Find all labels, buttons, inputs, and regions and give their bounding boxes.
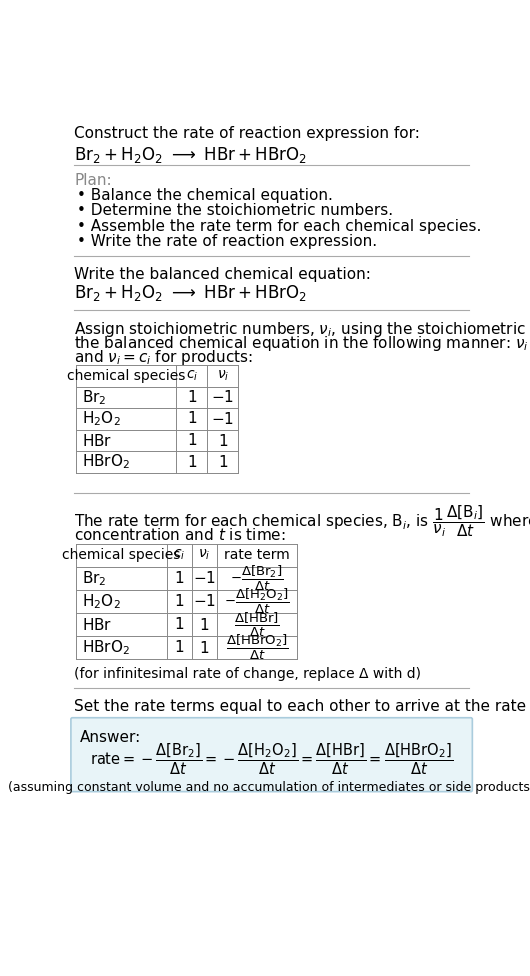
Text: $\nu_i$: $\nu_i$ <box>198 549 210 562</box>
Text: $\nu_i$: $\nu_i$ <box>217 369 229 383</box>
Text: • Determine the stoichiometric numbers.: • Determine the stoichiometric numbers. <box>77 203 393 219</box>
Text: chemical species: chemical species <box>67 369 185 383</box>
Text: $\dfrac{\Delta[\mathrm{HBr}]}{\Delta t}$: $\dfrac{\Delta[\mathrm{HBr}]}{\Delta t}$ <box>234 611 280 638</box>
Text: • Write the rate of reaction expression.: • Write the rate of reaction expression. <box>77 234 377 249</box>
Text: Plan:: Plan: <box>74 173 112 187</box>
Text: $\mathrm{rate} = -\dfrac{\Delta[\mathrm{Br_2}]}{\Delta t} = -\dfrac{\Delta[\math: $\mathrm{rate} = -\dfrac{\Delta[\mathrm{… <box>90 742 453 777</box>
Text: $-1$: $-1$ <box>193 570 216 587</box>
Text: chemical species: chemical species <box>62 549 180 562</box>
Text: Answer:: Answer: <box>80 730 142 745</box>
Text: the balanced chemical equation in the following manner: $\nu_i = -c_i$ for react: the balanced chemical equation in the fo… <box>74 334 530 353</box>
Text: $\mathrm{Br_2 + H_2O_2 \ \longrightarrow \ HBr + HBrO_2}$: $\mathrm{Br_2 + H_2O_2 \ \longrightarrow… <box>74 144 307 165</box>
Text: 1: 1 <box>187 433 197 448</box>
Text: (assuming constant volume and no accumulation of intermediates or side products): (assuming constant volume and no accumul… <box>8 781 530 793</box>
Text: $\dfrac{\Delta[\mathrm{HBrO_2}]}{\Delta t}$: $\dfrac{\Delta[\mathrm{HBrO_2}]}{\Delta … <box>226 633 288 663</box>
Text: • Assemble the rate term for each chemical species.: • Assemble the rate term for each chemic… <box>77 219 481 234</box>
Text: (for infinitesimal rate of change, replace Δ with d): (for infinitesimal rate of change, repla… <box>74 667 421 681</box>
Text: $1$: $1$ <box>218 454 228 470</box>
Text: rate term: rate term <box>224 549 290 562</box>
Text: Write the balanced chemical equation:: Write the balanced chemical equation: <box>74 266 371 281</box>
Text: $-\dfrac{\Delta[\mathrm{H_2O_2}]}{\Delta t}$: $-\dfrac{\Delta[\mathrm{H_2O_2}]}{\Delta… <box>224 587 290 616</box>
Text: $-1$: $-1$ <box>193 593 216 609</box>
Text: • Balance the chemical equation.: • Balance the chemical equation. <box>77 188 333 203</box>
Text: $\mathrm{HBr}$: $\mathrm{HBr}$ <box>82 432 112 449</box>
Text: 1: 1 <box>174 594 184 609</box>
Text: $\mathrm{Br_2 + H_2O_2 \ \longrightarrow \ HBr + HBrO_2}$: $\mathrm{Br_2 + H_2O_2 \ \longrightarrow… <box>74 283 307 304</box>
Text: 1: 1 <box>187 389 197 405</box>
Text: Assign stoichiometric numbers, $\nu_i$, using the stoichiometric coefficients, $: Assign stoichiometric numbers, $\nu_i$, … <box>74 320 530 340</box>
Text: 1: 1 <box>174 617 184 632</box>
Text: $1$: $1$ <box>199 639 209 656</box>
Text: $\mathrm{Br_2}$: $\mathrm{Br_2}$ <box>82 569 107 588</box>
Text: $\mathrm{HBrO_2}$: $\mathrm{HBrO_2}$ <box>82 453 130 471</box>
Text: concentration and $t$ is time:: concentration and $t$ is time: <box>74 527 286 543</box>
Text: 1: 1 <box>174 640 184 655</box>
Text: Set the rate terms equal to each other to arrive at the rate expression:: Set the rate terms equal to each other t… <box>74 699 530 714</box>
Text: $\mathrm{Br_2}$: $\mathrm{Br_2}$ <box>82 388 107 407</box>
Text: $-1$: $-1$ <box>211 411 234 427</box>
Text: 1: 1 <box>187 455 197 469</box>
Text: $\mathrm{H_2O_2}$: $\mathrm{H_2O_2}$ <box>82 592 120 611</box>
Text: $-\dfrac{\Delta[\mathrm{Br_2}]}{\Delta t}$: $-\dfrac{\Delta[\mathrm{Br_2}]}{\Delta t… <box>230 564 284 593</box>
Text: $c_i$: $c_i$ <box>186 369 198 383</box>
Text: $\mathrm{HBrO_2}$: $\mathrm{HBrO_2}$ <box>82 638 130 657</box>
Text: $-1$: $-1$ <box>211 389 234 405</box>
Text: $1$: $1$ <box>218 432 228 449</box>
Text: The rate term for each chemical species, $\mathrm{B}_i$, is $\dfrac{1}{\nu_i}\df: The rate term for each chemical species,… <box>74 504 530 540</box>
Text: Construct the rate of reaction expression for:: Construct the rate of reaction expressio… <box>74 126 420 142</box>
Text: $1$: $1$ <box>199 617 209 632</box>
Text: 1: 1 <box>187 412 197 427</box>
Text: 1: 1 <box>174 571 184 586</box>
Text: $c_i$: $c_i$ <box>173 549 185 562</box>
Text: and $\nu_i = c_i$ for products:: and $\nu_i = c_i$ for products: <box>74 348 253 367</box>
FancyBboxPatch shape <box>71 717 472 792</box>
Text: $\mathrm{HBr}$: $\mathrm{HBr}$ <box>82 617 112 632</box>
Text: $\mathrm{H_2O_2}$: $\mathrm{H_2O_2}$ <box>82 410 120 428</box>
